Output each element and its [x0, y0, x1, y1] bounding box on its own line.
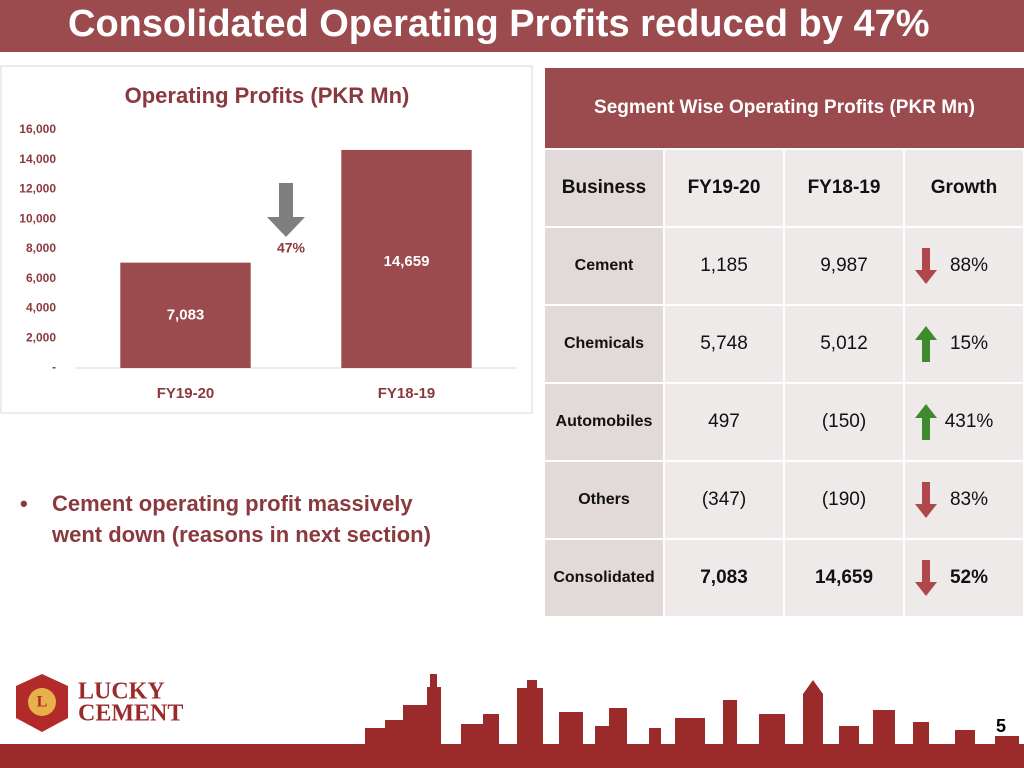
column-header: Business [545, 150, 663, 226]
row-label: Consolidated [545, 540, 663, 616]
annotation: 47% [277, 240, 306, 256]
up-arrow [915, 404, 937, 440]
column-header: FY19-20 [665, 150, 783, 226]
logo-line1: LUCKY [78, 679, 165, 705]
bar [120, 262, 251, 368]
table-cell: 7,083 [665, 540, 783, 616]
down-arrow [915, 248, 937, 284]
y-tick-label: 6,000 [26, 271, 56, 285]
header: Consolidated Operating Profits reduced b… [0, 0, 1024, 52]
slide-title: Consolidated Operating Profits reduced b… [68, 3, 930, 45]
svg-text:L: L [37, 694, 48, 711]
bullet-text: Cement operating profit massively went d… [52, 491, 431, 547]
row-label: Chemicals [545, 306, 663, 382]
x-tick-label: FY18-19 [378, 385, 436, 402]
bar [341, 149, 472, 368]
table-cell: 52% [905, 540, 1023, 616]
row-label: Others [545, 462, 663, 538]
y-tick-label: - [52, 360, 56, 374]
table-cell: (347) [665, 462, 783, 538]
down-arrow [267, 183, 305, 237]
column-header: FY18-19 [785, 150, 903, 226]
logo: L LUCKY CEMENT [16, 674, 183, 732]
page-number: 5 [996, 716, 1007, 736]
y-tick-label: 16,000 [19, 122, 56, 136]
table-cell: 9,987 [785, 228, 903, 304]
table-cell: 1,185 [665, 228, 783, 304]
chart-title: Operating Profits (PKR Mn) [125, 83, 410, 108]
value-label: 14,659 [384, 253, 430, 270]
table-cell: 431% [905, 384, 1023, 460]
table-cell: 497 [665, 384, 783, 460]
y-tick-label: 12,000 [19, 182, 56, 196]
column-header: Growth [905, 150, 1023, 226]
x-tick-label: FY19-20 [157, 385, 215, 402]
down-arrow [915, 482, 937, 518]
y-tick-label: 14,000 [19, 152, 56, 166]
bullet: • Cement operating profit massively went … [20, 488, 440, 550]
up-arrow [915, 326, 937, 362]
table-cell: 14,659 [785, 540, 903, 616]
table-cell: 88% [905, 228, 1023, 304]
table-cell: (190) [785, 462, 903, 538]
table-cell: 5,748 [665, 306, 783, 382]
row-label: Automobiles [545, 384, 663, 460]
table-cell: 83% [905, 462, 1023, 538]
table-cell: 15% [905, 306, 1023, 382]
down-arrow [915, 560, 937, 596]
y-tick-label: 10,000 [19, 211, 56, 225]
y-tick-label: 4,000 [26, 301, 56, 315]
skyline [0, 674, 1024, 768]
table-cell: (150) [785, 384, 903, 460]
y-tick-label: 2,000 [26, 330, 56, 344]
table-cell: 5,012 [785, 306, 903, 382]
logo-line2: CEMENT [78, 701, 183, 727]
table-title: Segment Wise Operating Profits (PKR Mn) [545, 68, 1024, 148]
row-label: Cement [545, 228, 663, 304]
y-tick-label: 8,000 [26, 241, 56, 255]
value-label: 7,083 [167, 306, 205, 323]
